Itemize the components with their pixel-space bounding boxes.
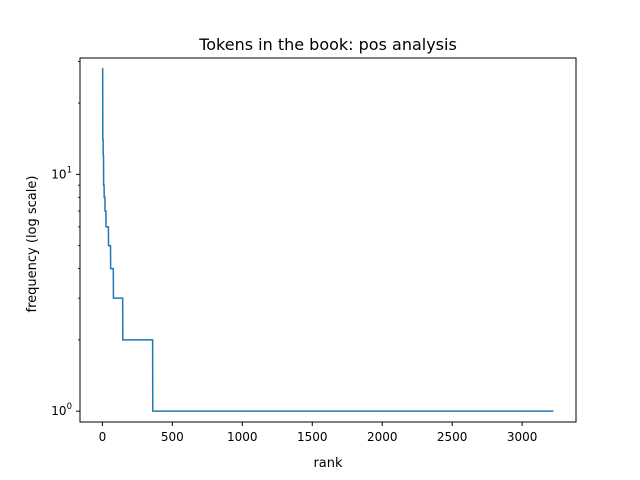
x-axis-label: rank — [313, 456, 343, 471]
chart-marks: 0 500 1000 1500 2000 2500 3000 100 101 — [51, 60, 554, 444]
y-tick-label: 101 — [51, 165, 72, 181]
x-tick-label: 2500 — [437, 430, 468, 444]
x-tick-label: 2000 — [367, 430, 398, 444]
x-tick-label: 1000 — [227, 430, 258, 444]
plot-frame — [79, 57, 577, 423]
y-tick-label: 100 — [51, 402, 72, 418]
x-tick-label: 1500 — [297, 430, 328, 444]
chart-title: Tokens in the book: pos analysis — [198, 35, 457, 54]
x-tick-label: 0 — [99, 430, 107, 444]
x-tick-label: 500 — [161, 430, 184, 444]
x-tick-label: 3000 — [507, 430, 538, 444]
series-line-0 — [101, 67, 554, 412]
y-axis-label: frequency (log scale) — [25, 176, 40, 313]
